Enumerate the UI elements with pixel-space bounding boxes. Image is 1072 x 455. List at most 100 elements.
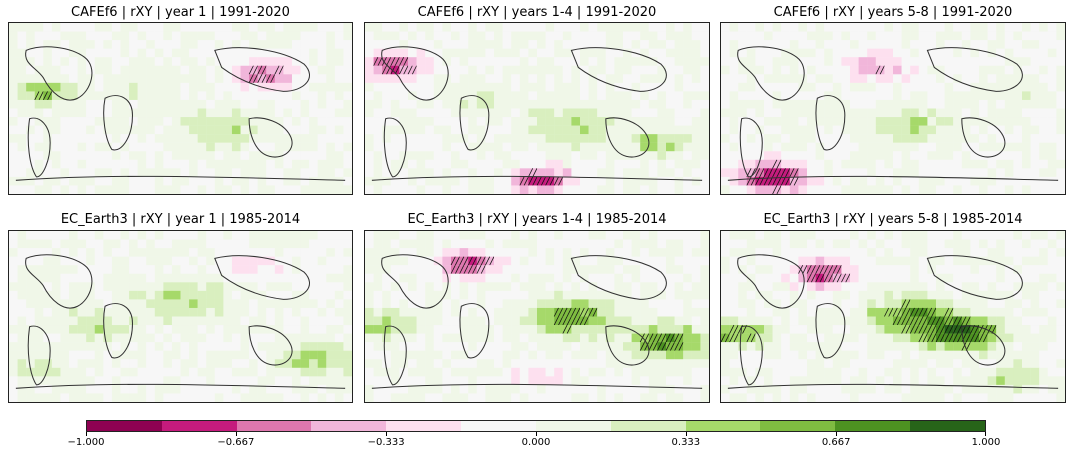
grid-cell [60, 151, 70, 160]
grid-cell [442, 108, 452, 118]
grid-cell [815, 117, 825, 126]
grid-cell [502, 282, 512, 292]
grid-cell [94, 168, 104, 178]
grid-cell [781, 307, 790, 317]
grid-cell [240, 299, 250, 309]
grid-cell [300, 299, 310, 309]
significance-hatch [948, 307, 954, 317]
grid-cell [382, 151, 391, 160]
grid-cell [554, 307, 563, 317]
grid-cell [189, 40, 198, 49]
grid-cell [519, 265, 529, 274]
grid-cell [571, 117, 581, 126]
grid-cell [309, 290, 318, 300]
grid-cell [180, 168, 190, 178]
grid-cell [451, 333, 460, 343]
grid-cell [511, 239, 520, 249]
grid-cell [700, 125, 709, 135]
grid-cell [798, 265, 808, 274]
grid-cell [163, 359, 173, 368]
grid-cell [180, 117, 190, 126]
grid-cell [382, 40, 391, 49]
grid-cell [69, 117, 78, 126]
grid-cell [249, 367, 258, 377]
grid-cell [841, 248, 851, 257]
grid-cell [996, 168, 1005, 178]
grid-cell [691, 23, 701, 32]
grid-cell [163, 40, 173, 49]
grid-cell [631, 151, 641, 160]
grid-cell [936, 159, 945, 169]
grid-cell [433, 350, 443, 360]
grid-cell [970, 333, 980, 343]
grid-cell [858, 108, 868, 118]
grid-cell [562, 74, 572, 84]
grid-cell [901, 134, 911, 143]
grid-cell [120, 168, 130, 178]
grid-cell [640, 325, 649, 334]
grid-cell [317, 40, 327, 49]
grid-cell [214, 142, 224, 152]
grid-cell [875, 91, 885, 101]
grid-cell [700, 393, 709, 402]
grid-cell [789, 359, 799, 368]
grid-cell [961, 134, 971, 143]
grid-cell [485, 40, 495, 49]
grid-cell [283, 307, 293, 317]
grid-cell [120, 333, 130, 343]
grid-cell [408, 82, 417, 92]
grid-cell [103, 265, 113, 274]
grid-cell [772, 74, 782, 84]
grid-cell [884, 248, 894, 257]
grid-cell [154, 342, 164, 351]
grid-cell [26, 273, 35, 283]
grid-cell [537, 299, 546, 309]
grid-cell [103, 23, 113, 32]
grid-cell [309, 273, 318, 283]
grid-cell [206, 367, 215, 377]
grid-cell [26, 350, 35, 360]
grid-cell [283, 176, 293, 186]
grid-cell [901, 231, 911, 240]
grid-cell [605, 367, 615, 377]
grid-cell [283, 142, 293, 152]
grid-cell [927, 99, 937, 109]
grid-cell [9, 125, 18, 135]
grid-cell [927, 342, 937, 351]
grid-cell [597, 74, 606, 84]
grid-cell [537, 393, 546, 402]
grid-cell [1030, 31, 1040, 41]
grid-cell [266, 108, 275, 118]
grid-cell [764, 282, 773, 292]
grid-cell [189, 265, 198, 274]
grid-cell [451, 99, 460, 109]
grid-cell [214, 125, 224, 135]
grid-cell [77, 31, 87, 41]
grid-cell [189, 31, 198, 41]
significance-hatch [47, 91, 53, 101]
grid-cell [875, 31, 885, 41]
grid-cell [519, 384, 529, 394]
grid-cell [69, 40, 78, 49]
grid-cell [326, 239, 336, 249]
significance-hatch [669, 341, 675, 351]
grid-cell [764, 159, 773, 169]
grid-cell [189, 342, 198, 351]
grid-cell [597, 151, 606, 160]
grid-cell [433, 367, 443, 377]
grid-cell [146, 265, 155, 274]
grid-cell [519, 40, 529, 49]
grid-cell [640, 99, 649, 109]
grid-cell [850, 65, 859, 75]
grid-cell [485, 273, 495, 283]
significance-hatch [961, 316, 967, 326]
grid-cell [648, 65, 658, 75]
grid-cell [953, 307, 962, 317]
grid-cell [291, 239, 301, 249]
grid-cell [291, 48, 301, 58]
grid-cell [257, 307, 267, 317]
grid-cell [43, 176, 53, 186]
grid-cell [399, 367, 409, 377]
grid-cell [666, 134, 675, 143]
grid-cell [468, 265, 477, 274]
